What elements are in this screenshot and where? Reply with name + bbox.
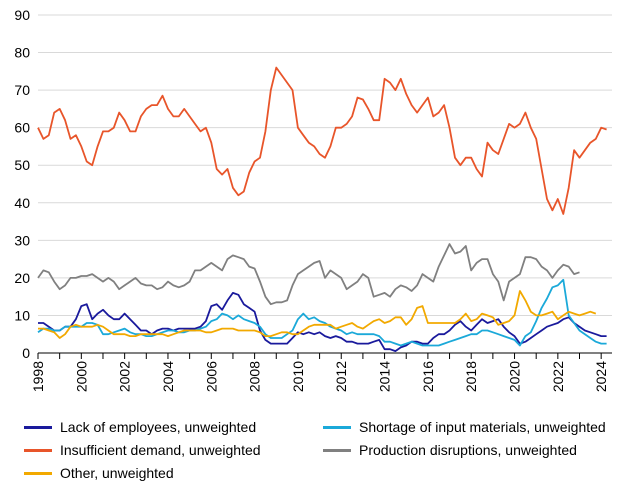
- x-tick-label: 2006: [203, 361, 219, 392]
- y-tick-label: 90: [14, 7, 30, 23]
- y-tick-labels: 0 10 20 30 40 50 60 70 80 90: [14, 7, 30, 361]
- series-line-production-disruptions: [37, 243, 580, 306]
- y-tick-label: 80: [14, 45, 30, 61]
- y-tick-label: 70: [14, 82, 30, 98]
- x-tick-label: 2018: [463, 361, 479, 392]
- series-lines: [37, 66, 607, 353]
- y-tick-label: 10: [14, 307, 30, 323]
- y-tick-label: 20: [14, 270, 30, 286]
- x-tick-label: 2024: [593, 361, 609, 392]
- x-tick-label: 2016: [420, 361, 436, 392]
- series-line-insufficient-demand: [37, 66, 607, 215]
- x-tick-label: 2002: [117, 361, 133, 392]
- y-tick-label: 0: [22, 345, 30, 361]
- x-tick-label: 2022: [550, 361, 566, 392]
- x-tick-label: 2008: [247, 361, 263, 392]
- y-tick-label: 60: [14, 120, 30, 136]
- x-tick-labels: 1998 2000 2002 2004 2006 2008 2010 2012 2014 2016…: [30, 361, 609, 392]
- x-tick-label: 2012: [333, 361, 349, 392]
- series-line-lack-of-employees: [38, 291, 607, 353]
- x-tick-label: 2004: [160, 361, 176, 392]
- x-tick-label: 2010: [290, 361, 306, 392]
- series-line-shortage-of-input-materials: [37, 278, 607, 347]
- y-tick-label: 40: [14, 195, 30, 211]
- x-tick-label: 1998: [30, 361, 46, 392]
- y-tick-label: 50: [14, 157, 30, 173]
- gridlines: [38, 14, 612, 316]
- y-tick-label: 30: [14, 232, 30, 248]
- series-line-other: [38, 290, 597, 339]
- x-tick-label: 2014: [377, 361, 393, 392]
- x-tick-label: 2020: [507, 361, 523, 392]
- axes: [37, 352, 612, 359]
- x-tick-label: 2000: [73, 361, 89, 392]
